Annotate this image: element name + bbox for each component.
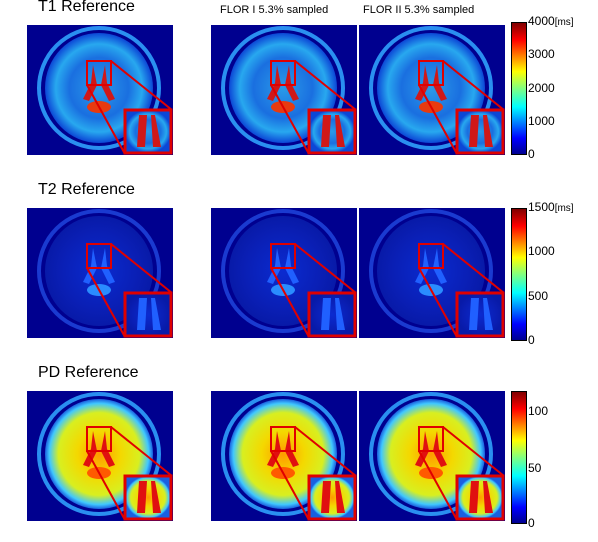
zoom-connector-line — [442, 60, 505, 111]
brain-map-pd-flor2 — [359, 391, 505, 521]
zoom-connector-line — [418, 84, 458, 155]
skull-outline — [221, 209, 345, 333]
brain-map-t1-flor1 — [211, 25, 357, 155]
colorbar-pd-tick: 0 — [528, 516, 535, 530]
zoom-connector-line — [294, 426, 357, 477]
zoom-inset-ventricles — [321, 481, 345, 513]
brain-map-t1-reference — [27, 25, 173, 155]
zoom-connector-line — [110, 426, 173, 477]
colorbar-t2-tick: 1000 — [528, 244, 555, 258]
skull-outline — [37, 209, 161, 333]
zoom-inset-ventricles — [137, 298, 161, 330]
brain-map-image — [359, 391, 505, 521]
skull-outline — [369, 26, 493, 150]
column-title-flor2: FLOR II 5.3% sampled — [363, 4, 475, 16]
brain-map-t2-flor1 — [211, 208, 357, 338]
colorbar-t2-tick: 1500[ms] — [528, 200, 574, 214]
zoom-inset — [123, 108, 173, 155]
zoom-connector-line — [418, 267, 458, 338]
colorbar-t1-tick: 2000 — [528, 81, 555, 95]
colorbar-t1-tick: 3000 — [528, 47, 555, 61]
zoom-connector-line — [294, 60, 357, 111]
skull-outline — [369, 392, 493, 516]
skull-outline — [221, 392, 345, 516]
brain-map-image — [359, 25, 505, 155]
zoom-region-box — [86, 60, 112, 86]
zoom-inset-ventricles — [321, 298, 345, 330]
colorbar-pd — [511, 391, 527, 524]
zoom-inset — [307, 474, 357, 521]
brain-map-image — [211, 391, 357, 521]
zoom-inset — [123, 291, 173, 338]
zoom-inset-ventricles — [469, 481, 493, 513]
zoom-connector-line — [270, 450, 310, 521]
zoom-inset-ventricles — [137, 481, 161, 513]
zoom-region-box — [270, 426, 296, 452]
zoom-inset — [307, 108, 357, 155]
row-title-pd: PD Reference — [38, 364, 139, 381]
zoom-inset — [455, 474, 505, 521]
colorbar-t2-tick: 0 — [528, 333, 535, 347]
zoom-region-box — [270, 243, 296, 269]
zoom-connector-line — [442, 426, 505, 477]
panel-divider — [357, 208, 359, 338]
brain-map-t2-flor2 — [359, 208, 505, 338]
brain-map-image — [27, 208, 173, 338]
zoom-connector-line — [86, 267, 126, 338]
zoom-connector-line — [270, 267, 310, 338]
zoom-inset-ventricles — [469, 298, 493, 330]
brain-map-image — [27, 25, 173, 155]
colorbar-t1-tick: 0 — [528, 147, 535, 161]
zoom-connector-line — [110, 243, 173, 294]
zoom-inset — [455, 291, 505, 338]
zoom-inset-ventricles — [321, 115, 345, 147]
zoom-inset — [455, 108, 505, 155]
brain-map-image — [27, 391, 173, 521]
zoom-connector-line — [418, 450, 458, 521]
zoom-region-box — [418, 60, 444, 86]
panel-divider — [357, 25, 359, 155]
zoom-connector-line — [442, 243, 505, 294]
colorbar-t1-tick: 4000[ms] — [528, 14, 574, 28]
zoom-inset — [307, 291, 357, 338]
panel-divider — [357, 391, 359, 521]
brain-map-image — [359, 208, 505, 338]
colorbar-pd-tick: 100 — [528, 404, 549, 418]
skull-outline — [221, 26, 345, 150]
brain-map-t1-flor2 — [359, 25, 505, 155]
row-title-t1: T1 Reference — [38, 0, 135, 15]
skull-outline — [37, 392, 161, 516]
zoom-inset — [123, 474, 173, 521]
colorbar-t2 — [511, 208, 527, 341]
zoom-inset-ventricles — [469, 115, 493, 147]
zoom-connector-line — [86, 450, 126, 521]
brain-map-image — [211, 208, 357, 338]
row-title-t2: T2 Reference — [38, 181, 135, 198]
brain-map-pd-flor1 — [211, 391, 357, 521]
column-title-flor1: FLOR I 5.3% sampled — [220, 4, 329, 16]
zoom-connector-line — [86, 84, 126, 155]
colorbar-t1 — [511, 22, 527, 155]
zoom-connector-line — [270, 84, 310, 155]
zoom-region-box — [86, 426, 112, 452]
skull-outline — [37, 26, 161, 150]
brain-map-t2-reference — [27, 208, 173, 338]
zoom-region-box — [418, 426, 444, 452]
colorbar-t1-tick: 1000 — [528, 114, 555, 128]
colorbar-pd-tick: 50 — [528, 461, 542, 475]
zoom-connector-line — [294, 243, 357, 294]
zoom-inset-ventricles — [137, 115, 161, 147]
colorbar-t2-tick: 500 — [528, 289, 549, 303]
zoom-region-box — [418, 243, 444, 269]
zoom-region-box — [270, 60, 296, 86]
brain-map-image — [211, 25, 357, 155]
zoom-connector-line — [110, 60, 173, 111]
brain-map-pd-reference — [27, 391, 173, 521]
skull-outline — [369, 209, 493, 333]
zoom-region-box — [86, 243, 112, 269]
